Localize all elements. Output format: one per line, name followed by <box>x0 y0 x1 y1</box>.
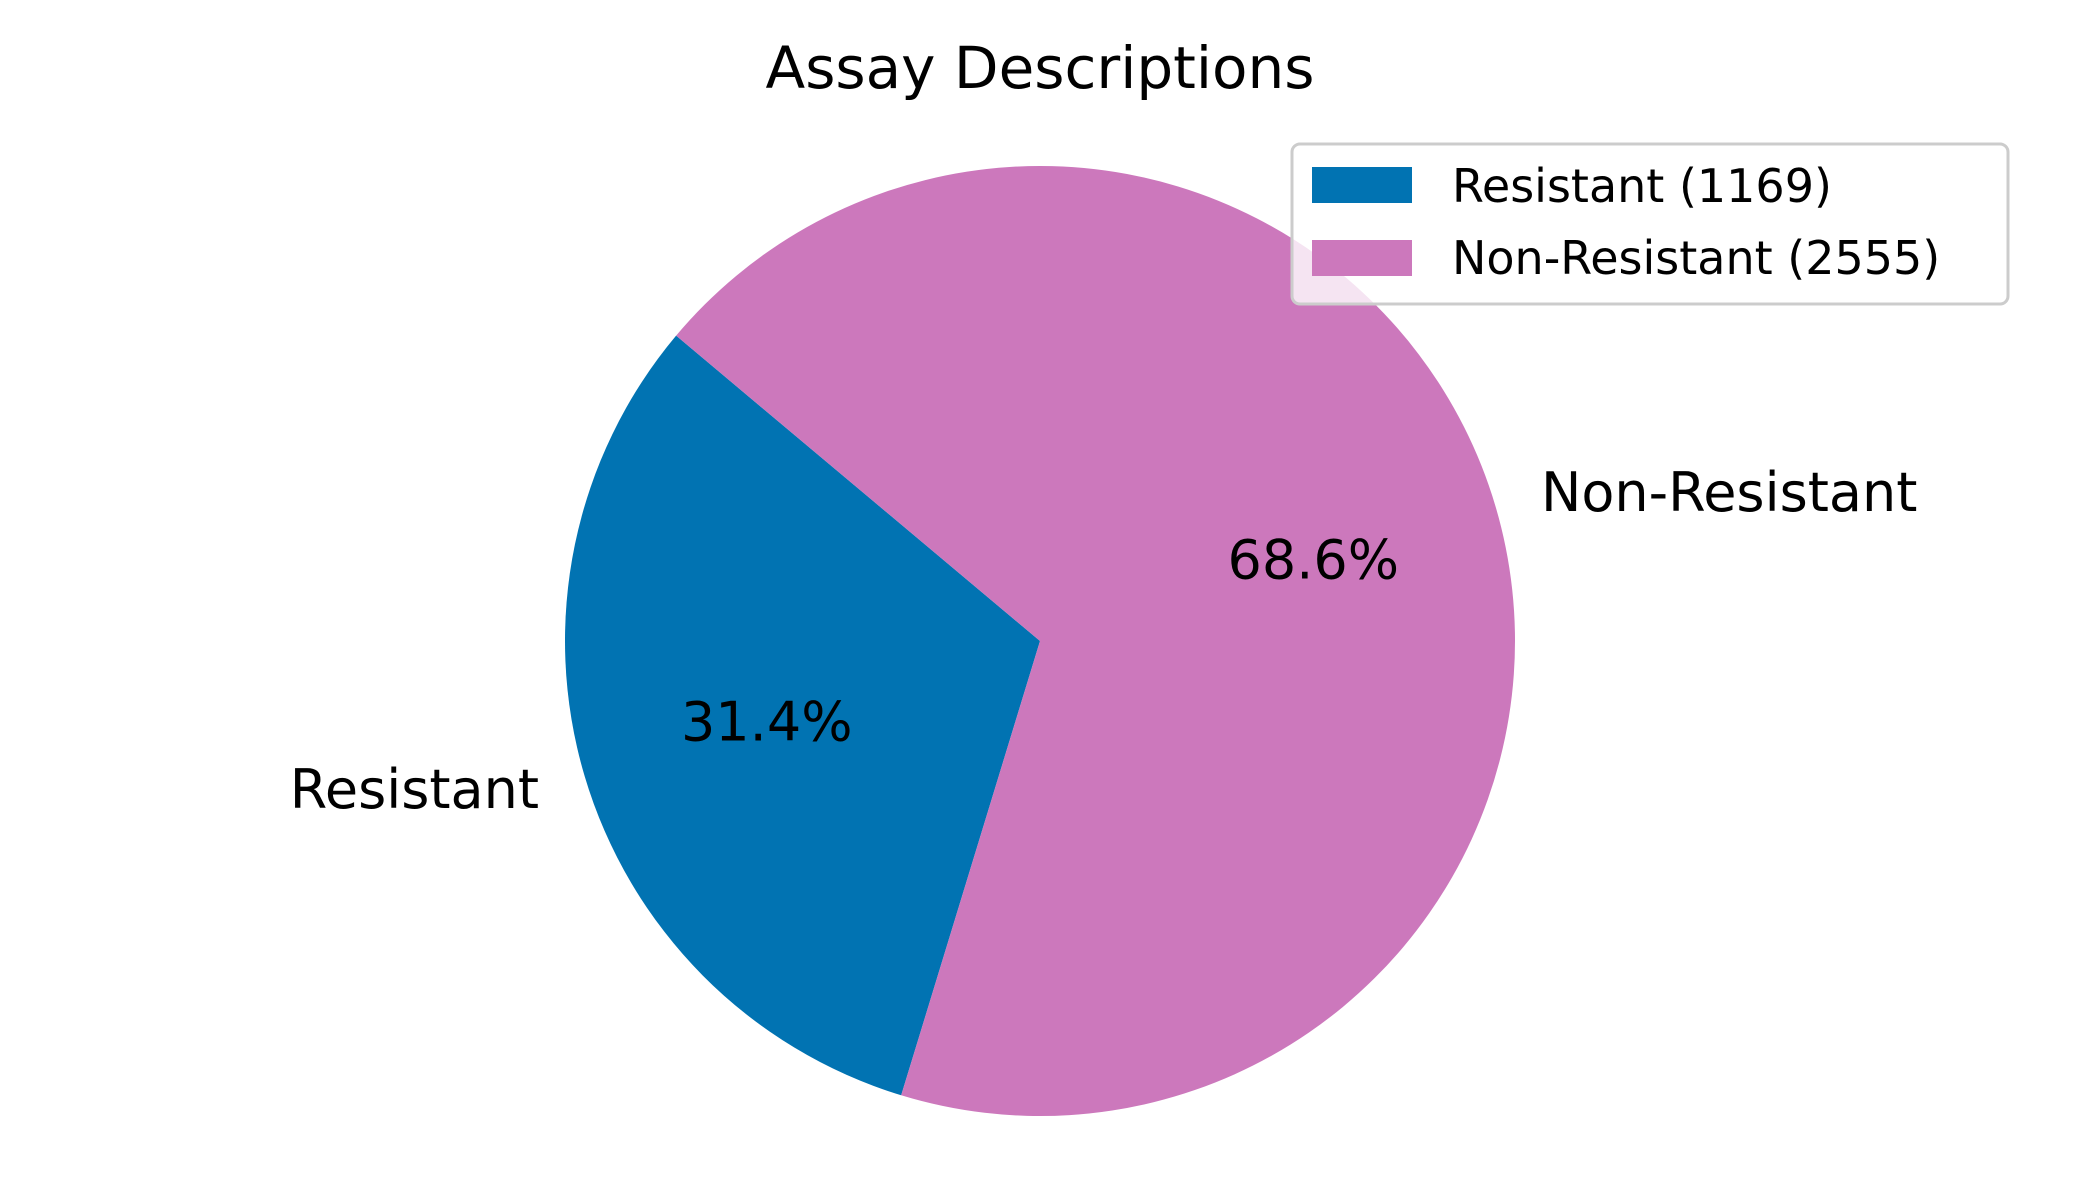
legend-label-resistant: Resistant (1169) <box>1452 159 1832 213</box>
legend-swatch-non-resistant <box>1312 240 1412 276</box>
pie-slice-resistant <box>565 335 1040 1096</box>
percent-label-resistant: 31.4% <box>681 690 853 753</box>
pie-slice-labels: Resistant Non-Resistant <box>290 461 1918 821</box>
pie-percent-labels: 31.4% 68.6% <box>681 529 1399 754</box>
slice-label-resistant: Resistant <box>290 758 539 821</box>
legend: Resistant (1169) Non-Resistant (2555) <box>1290 142 2010 306</box>
pie-slice-non-resistant <box>676 165 1516 1116</box>
slice-label-non-resistant: Non-Resistant <box>1541 461 1917 524</box>
legend-label-non-resistant: Non-Resistant (2555) <box>1452 231 1940 285</box>
chart-title: Assay Descriptions <box>766 34 1315 102</box>
legend-frame <box>1290 142 2010 306</box>
percent-label-non-resistant: 68.6% <box>1227 529 1399 592</box>
legend-swatch-resistant <box>1312 167 1412 203</box>
pie-slices <box>565 165 1516 1116</box>
